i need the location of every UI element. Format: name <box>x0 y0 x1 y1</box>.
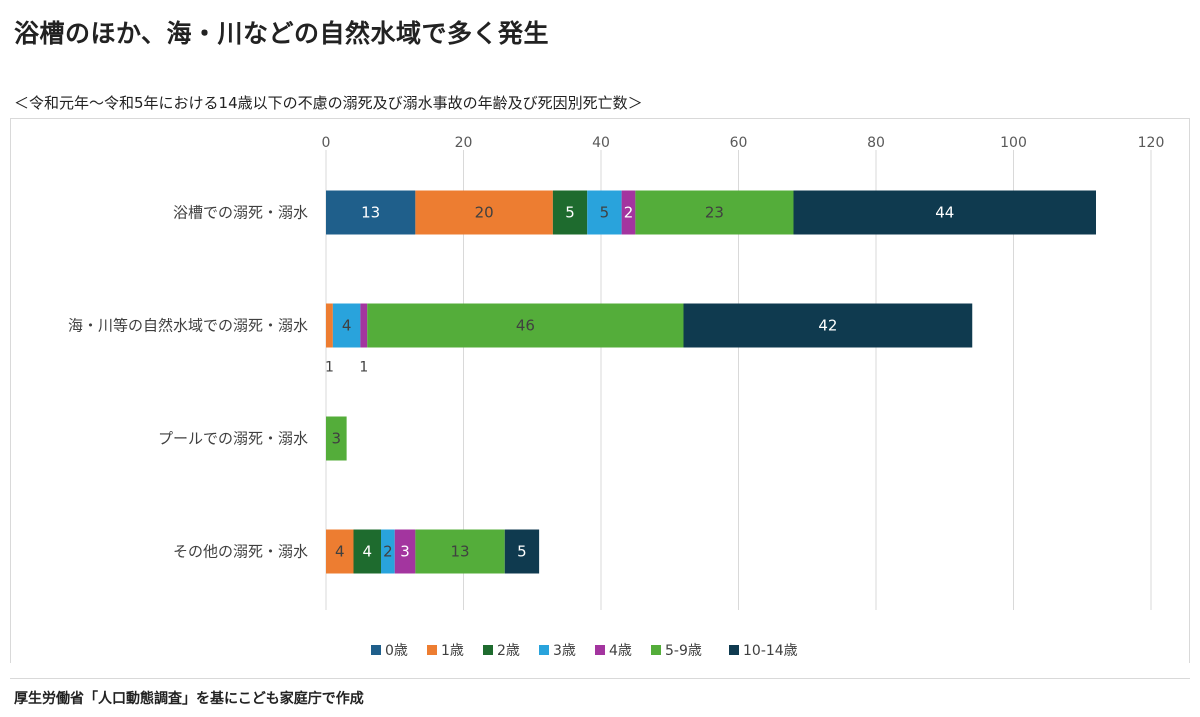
bar-segment <box>360 303 368 348</box>
legend-swatch <box>539 645 549 655</box>
data-label: 2 <box>624 204 634 222</box>
data-label: 1 <box>325 360 334 376</box>
chart-border-right <box>1189 118 1190 663</box>
legend-label: 4歳 <box>609 643 632 659</box>
legend-label: 5-9歳 <box>665 643 702 659</box>
bar-segment <box>683 303 973 348</box>
data-label: 13 <box>361 204 380 222</box>
category-label: 海・川等の自然水域での溺死・溺水 <box>68 317 308 335</box>
bar-segment <box>394 529 416 574</box>
bar-segment <box>415 529 505 574</box>
data-label: 3 <box>332 430 342 448</box>
x-tick-label: 0 <box>322 135 331 151</box>
bar-segment <box>381 529 395 574</box>
x-tick-label: 80 <box>867 135 885 151</box>
x-tick-label: 20 <box>455 135 473 151</box>
x-tick-label: 120 <box>1138 135 1165 151</box>
data-label: 5 <box>517 543 527 561</box>
data-label: 5 <box>600 204 610 222</box>
source-note: 厚生労働省「人口動態調査」を基にこども家庭庁で作成 <box>14 691 364 707</box>
legend-label: 10-14歳 <box>743 643 798 659</box>
x-tick-label: 60 <box>730 135 748 151</box>
data-label: 4 <box>362 543 372 561</box>
bar-segment <box>552 190 588 235</box>
stacked-bar-chart: 0 20 40 60 80 100 120 浴槽での溺死・溺水海・川等の自然水域での溺死・溺… <box>68 135 1165 659</box>
category-label: 浴槽での溺死・溺水 <box>173 204 308 222</box>
legend-label: 2歳 <box>497 643 520 659</box>
legend-swatch <box>427 645 437 655</box>
y-axis-categories: 浴槽での溺死・溺水海・川等の自然水域での溺死・溺水プールでの溺死・溺水その他の溺… <box>68 204 308 561</box>
x-axis-ticks: 0 20 40 60 80 100 120 <box>322 135 1165 151</box>
legend-swatch <box>595 645 605 655</box>
bar-segment <box>587 190 622 235</box>
legend-label: 1歳 <box>441 643 464 659</box>
data-label: 44 <box>935 204 954 222</box>
legend-label: 3歳 <box>553 643 576 659</box>
bar-segment <box>504 529 540 574</box>
bar-segment <box>621 190 636 235</box>
data-label: 13 <box>451 543 470 561</box>
bar-segment <box>326 416 347 461</box>
category-label: その他の溺死・溺水 <box>173 543 308 561</box>
category-label: プールでの溺死・溺水 <box>158 430 308 448</box>
bar-segment <box>635 190 794 235</box>
legend: 0歳 1歳 2歳 3歳 4歳 5-9歳 10-14歳 <box>371 643 798 659</box>
chart-border-left <box>10 118 11 663</box>
legend-swatch <box>483 645 493 655</box>
data-label: 46 <box>516 317 535 335</box>
legend-swatch <box>651 645 661 655</box>
x-tick-label: 40 <box>592 135 610 151</box>
data-label: 1 <box>359 360 368 376</box>
legend-swatch <box>729 645 739 655</box>
data-label: 3 <box>400 543 410 561</box>
data-label: 42 <box>818 317 837 335</box>
bar-segment <box>326 190 416 235</box>
divider-top <box>10 118 1190 119</box>
divider-bottom <box>10 678 1190 679</box>
legend-swatch <box>371 645 381 655</box>
data-label: 20 <box>475 204 494 222</box>
data-label: 23 <box>705 204 724 222</box>
bar-segment <box>415 190 553 235</box>
bar-segment <box>326 529 354 574</box>
data-label: 4 <box>335 543 345 561</box>
data-label: 2 <box>383 543 393 561</box>
chart-title: ＜令和元年～令和5年における14歳以下の不慮の溺死及び溺水事故の年齢及び死因別死… <box>14 94 643 112</box>
legend-label: 0歳 <box>385 643 408 659</box>
data-label: 5 <box>565 204 575 222</box>
x-tick-label: 100 <box>1000 135 1027 151</box>
bar-segment <box>367 303 684 348</box>
data-label: 4 <box>342 317 352 335</box>
bar-segment <box>793 190 1096 235</box>
page-headline: 浴槽のほか、海・川などの自然水域で多く発生 <box>14 19 550 48</box>
bar-segment <box>353 529 381 574</box>
bar-segment <box>326 303 333 348</box>
bar-segment <box>332 303 361 348</box>
